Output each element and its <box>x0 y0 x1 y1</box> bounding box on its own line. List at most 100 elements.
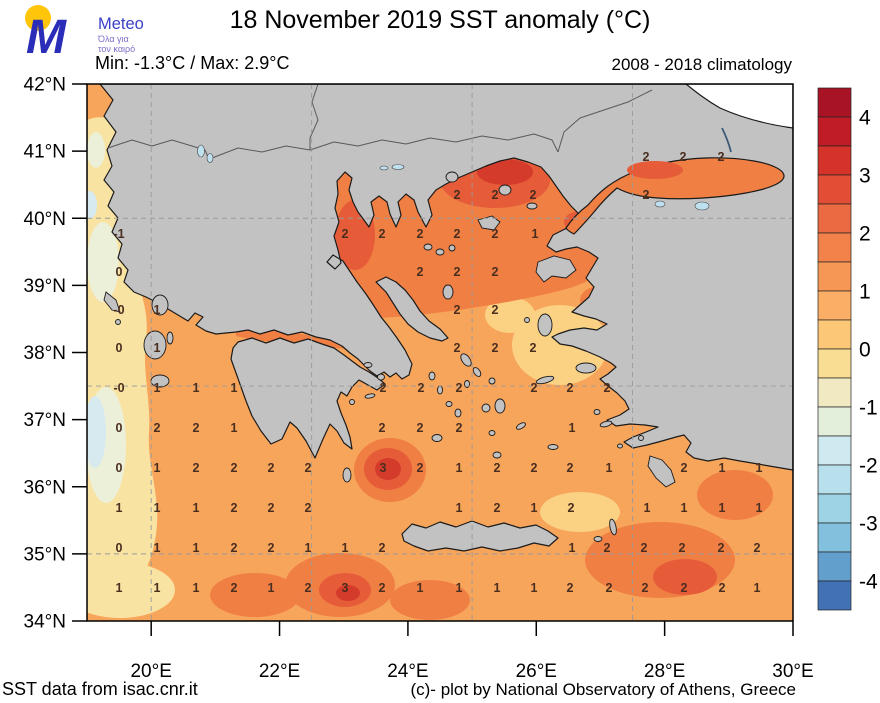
lat-tick-label: 38°N <box>24 343 66 364</box>
lake-manyas <box>654 200 666 208</box>
anomaly-value: 2 <box>719 581 726 595</box>
anomaly-value: 2 <box>680 150 687 164</box>
lat-tick-label: 35°N <box>24 544 66 565</box>
island-kea <box>428 371 436 381</box>
logo-tagline-2: τον καιρό <box>98 44 135 54</box>
anomaly-value: 1 <box>719 501 726 515</box>
island-chios <box>537 313 553 337</box>
colorbar-segment <box>817 87 852 118</box>
colorbar-tick-label: 2 <box>859 223 871 246</box>
island-alonnisos <box>448 244 456 252</box>
anomaly-value: 2 <box>418 381 425 395</box>
anomaly-value: 0 <box>116 341 123 355</box>
island-rhodes <box>647 455 676 488</box>
lat-tick-label: 42°N <box>24 75 66 96</box>
anomaly-value: 2 <box>456 421 463 435</box>
plot-credit: (c)- plot by National Observatory of Ath… <box>410 680 796 699</box>
anomaly-value: 1 <box>116 581 123 595</box>
island-ithaki <box>166 331 174 345</box>
anomaly-value: 1 <box>193 581 200 595</box>
anomaly-value: 2 <box>718 541 725 555</box>
anomaly-value: 2 <box>379 227 386 241</box>
anomaly-value: 2 <box>231 581 238 595</box>
anomaly-value: 2 <box>379 541 386 555</box>
anomaly-value: 1 <box>456 581 463 595</box>
lake-prespa <box>206 153 214 163</box>
anomaly-value: 2 <box>530 341 537 355</box>
anomaly-value: 1 <box>154 381 161 395</box>
lon-tick-label: 22°E <box>259 661 300 682</box>
anomaly-value: 2 <box>454 227 461 241</box>
anomaly-value: 2 <box>494 501 501 515</box>
colorbar-segment <box>817 435 852 466</box>
graticule-lines <box>87 84 793 621</box>
anomaly-value: 2 <box>531 461 538 475</box>
island-skiathos <box>423 243 433 251</box>
anomaly-value: 0 <box>116 421 123 435</box>
anomaly-value: 1 <box>268 581 275 595</box>
latitude-axis: 42°N 41°N 40°N 39°N 38°N 37°N 36°N 35°N 34°N <box>24 75 87 633</box>
anomaly-value: 0 <box>116 265 123 279</box>
anomaly-value: 2 <box>417 227 424 241</box>
colorbar: 4 3 2 1 0 -1 -2 -3 -4 <box>817 87 878 611</box>
anomaly-value: 2 <box>193 421 200 435</box>
island-kalymnos <box>593 409 601 415</box>
anomaly-value: 1 <box>532 227 539 241</box>
island-ios <box>488 430 496 436</box>
island-euboea <box>375 276 449 342</box>
anomaly-value: 2 <box>268 541 275 555</box>
anomaly-value: 1 <box>531 501 538 515</box>
anomaly-value: 2 <box>494 461 501 475</box>
anomaly-value: 2 <box>567 461 574 475</box>
lake-koronia <box>379 165 389 171</box>
anomaly-value: 2 <box>567 381 574 395</box>
anomaly-value: 2 <box>456 381 463 395</box>
island-crete <box>401 520 559 552</box>
island-paros <box>481 403 491 413</box>
sea-of-marmara <box>565 157 785 235</box>
sun-icon <box>25 5 51 31</box>
anomaly-value: 1 <box>154 541 161 555</box>
island-lesbos <box>535 255 577 283</box>
lake-volvi <box>391 164 405 170</box>
colorbar-segment <box>817 406 852 437</box>
island-psara <box>524 317 530 323</box>
island-samothraki <box>498 184 512 196</box>
colorbar-tick-label: -4 <box>859 571 878 594</box>
island-skyros <box>442 284 454 300</box>
anomaly-value: 2 <box>606 581 613 595</box>
colorbar-segment <box>817 580 852 611</box>
colorbar-segment <box>817 319 852 350</box>
anomaly-value: 2 <box>679 541 686 555</box>
black-sea-no-data <box>685 84 793 129</box>
island-naxos <box>494 398 506 414</box>
anomaly-value: 1 <box>342 541 349 555</box>
anomaly-value: 1 <box>756 461 763 475</box>
colorbar-segment <box>817 174 852 205</box>
anomaly-value: 1 <box>569 541 576 555</box>
island-gokceada <box>526 202 538 210</box>
anomaly-value: 2 <box>417 421 424 435</box>
lon-tick-label: 28°E <box>644 661 685 682</box>
island-kefalonia <box>143 330 167 360</box>
anomaly-value: 0 <box>116 541 123 555</box>
anomaly-value: 1 <box>231 421 238 435</box>
island-amorgos <box>516 422 526 430</box>
anomaly-value: 1 <box>756 501 763 515</box>
anomaly-value: 2 <box>305 501 312 515</box>
anomaly-value: -0 <box>113 303 124 317</box>
island-kythira <box>342 467 352 483</box>
anomaly-value: 1 <box>719 461 726 475</box>
anomaly-value: 2 <box>642 581 649 595</box>
anomaly-value: 2 <box>193 461 200 475</box>
island-santorini <box>492 451 502 459</box>
logo-m-letter: M <box>26 11 67 58</box>
islands-small <box>103 171 676 542</box>
anomaly-value: 1 <box>417 581 424 595</box>
anomaly-value: 1 <box>154 581 161 595</box>
island-astypalaia <box>547 444 559 450</box>
lat-tick-label: 37°N <box>24 410 66 431</box>
island-corfu <box>103 291 121 313</box>
colorbar-segment <box>817 290 852 321</box>
